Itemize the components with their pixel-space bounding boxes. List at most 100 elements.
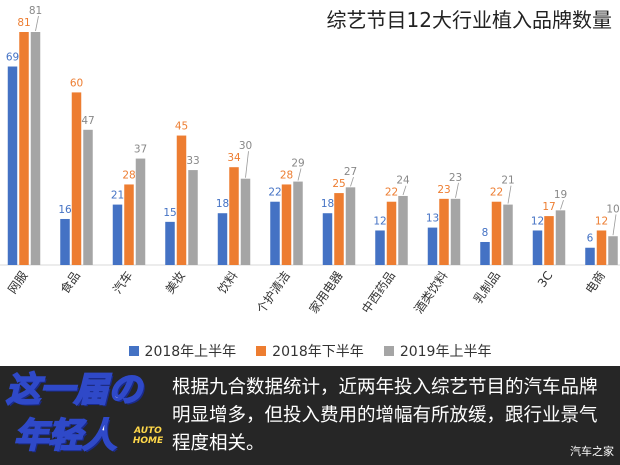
legend-swatch [383, 346, 394, 356]
bar [596, 230, 607, 265]
label-leader-line [245, 151, 249, 178]
data-label: 10 [606, 203, 619, 215]
category-label: 美妆 [163, 269, 188, 297]
category-label: 个护清洁 [254, 269, 293, 316]
bar [491, 201, 502, 265]
data-label: 16 [58, 204, 72, 216]
bar [427, 227, 438, 265]
legend-label: 2018年下半年 [272, 344, 364, 360]
legend-item: 2018年上半年 [128, 341, 237, 361]
data-label: 30 [239, 140, 252, 152]
label-leader-line [455, 182, 459, 198]
category-label: 食品 [57, 268, 83, 296]
data-label: 22 [385, 187, 398, 199]
data-label: 47 [81, 115, 94, 127]
bar [480, 241, 490, 265]
label-leader-line [35, 15, 39, 32]
caption-text: 根据九合数据统计，近两年投入综艺节目的汽车品牌明显增多，但投入费用的增幅有所放缓… [172, 377, 598, 454]
data-label: 22 [268, 187, 281, 199]
legend-label: 2018年上半年 [144, 344, 237, 360]
bar [281, 184, 292, 265]
legend-item: 2019年上半年 [383, 341, 491, 361]
chart-title: 综艺节目12大行业植入品牌数量 [326, 8, 612, 32]
category-label: 酒类饮料 [411, 269, 450, 316]
bar [7, 66, 18, 265]
bar [386, 201, 397, 265]
legend-swatch [128, 346, 139, 356]
legend-swatch [256, 346, 267, 356]
data-label: 13 [426, 213, 439, 225]
bar [240, 178, 251, 265]
bar [503, 204, 513, 265]
bar [60, 218, 70, 265]
bar [439, 198, 449, 265]
category-label: 电商 [582, 268, 608, 296]
data-label: 28 [122, 169, 135, 181]
bar [544, 216, 554, 265]
label-leader-line [350, 176, 354, 187]
label-leader-line [297, 168, 302, 181]
label-leader-line [402, 185, 407, 196]
data-label: 12 [531, 215, 544, 227]
watermark: 汽车之家 [570, 445, 614, 458]
logo-badge: AUTO HOME [132, 426, 164, 446]
bar [176, 135, 187, 265]
logo: 这一届の 年轻人 AUTO HOME [4, 368, 168, 460]
data-label: 23 [437, 184, 450, 196]
data-label: 22 [490, 187, 503, 199]
data-label: 27 [344, 166, 357, 178]
logo-line2: 年轻人 [13, 415, 117, 457]
bar [322, 213, 333, 265]
bar [345, 187, 356, 265]
bar [188, 170, 198, 265]
category-label: 中西药品 [358, 268, 398, 316]
data-label: 60 [70, 77, 83, 89]
data-label: 29 [291, 157, 304, 169]
bar [83, 129, 93, 265]
data-label: 21 [111, 190, 124, 202]
data-label: 69 [6, 52, 19, 64]
bar [293, 181, 303, 265]
data-label: 34 [227, 152, 241, 164]
bar [135, 158, 146, 265]
data-label: 12 [373, 215, 386, 227]
data-label: 19 [554, 189, 567, 201]
category-label: 饮料 [215, 269, 240, 297]
data-label: 18 [216, 198, 229, 210]
bar [71, 92, 82, 265]
bar [30, 32, 41, 265]
legend-item: 2018年下半年 [256, 341, 364, 361]
bar [375, 230, 385, 265]
label-leader-line [507, 185, 512, 204]
data-label: 23 [449, 172, 462, 184]
bar [270, 201, 280, 265]
category-label: 网服 [5, 269, 30, 297]
bar [585, 247, 595, 265]
data-label: 45 [175, 121, 188, 133]
bar [229, 167, 239, 265]
category-label: 乳制品 [471, 269, 503, 307]
data-label: 18 [321, 198, 334, 210]
bar [112, 204, 123, 265]
data-label: 33 [186, 155, 199, 167]
data-label: 17 [542, 201, 555, 213]
bar [450, 198, 461, 265]
bar [217, 213, 228, 265]
legend: 2018年上半年 2018年下半年 2019年上半年 [0, 341, 620, 361]
caption-banner: 这一届の 年轻人 AUTO HOME 根据九合数据统计，近两年投入综艺节目的汽车… [0, 366, 620, 465]
logo-line1: 这一届の [5, 369, 143, 411]
category-label: 家用电器 [306, 268, 346, 316]
data-label: 37 [134, 144, 147, 156]
bar [608, 236, 618, 265]
bar [124, 184, 134, 265]
bar [532, 230, 543, 265]
data-label: 25 [332, 178, 345, 190]
data-label: 15 [163, 207, 176, 219]
bar [19, 32, 29, 265]
bar [334, 193, 344, 265]
bar [165, 221, 175, 265]
data-label: 81 [29, 5, 42, 17]
bar [555, 210, 566, 265]
label-leader-line [612, 214, 617, 236]
